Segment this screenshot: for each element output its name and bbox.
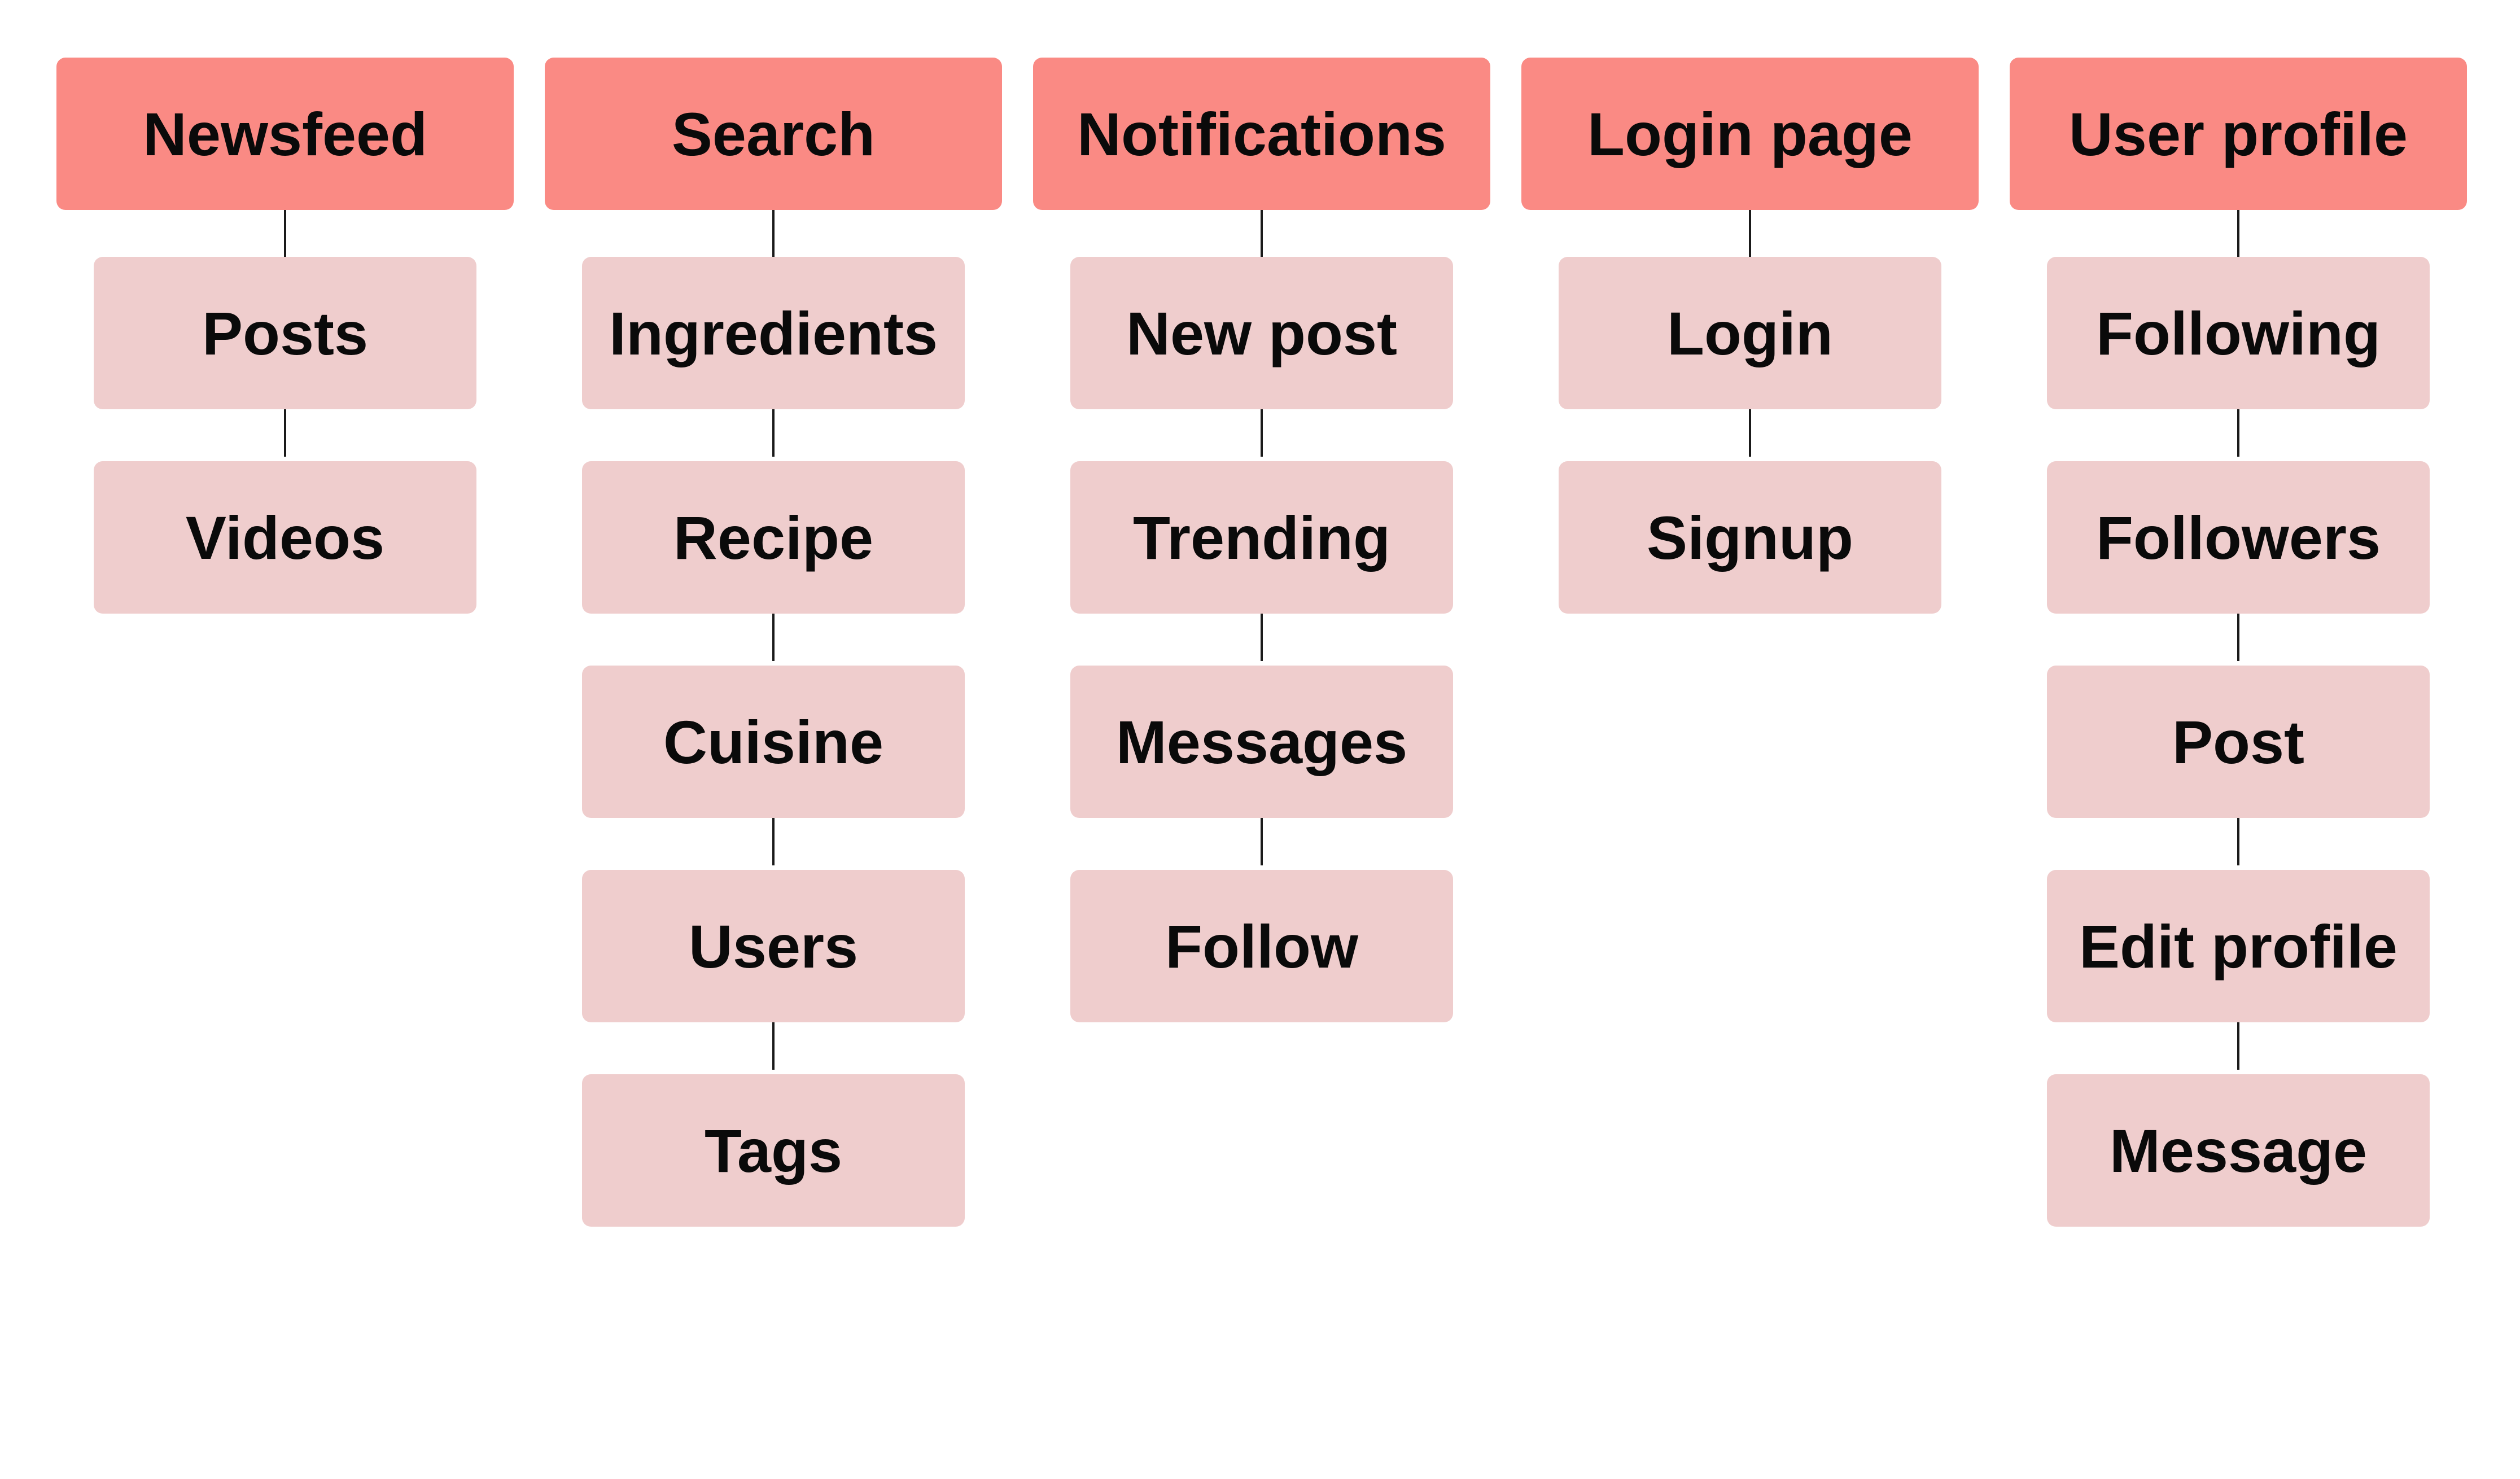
child-node-videos: Videos bbox=[94, 461, 476, 614]
connector-line bbox=[772, 409, 775, 457]
connector-line bbox=[2237, 1022, 2239, 1070]
connector-line bbox=[2237, 210, 2239, 257]
child-node-cuisine: Cuisine bbox=[582, 666, 965, 818]
connector-line bbox=[772, 210, 775, 257]
child-node-post: Post bbox=[2047, 666, 2430, 818]
child-node-follow: Follow bbox=[1070, 870, 1453, 1022]
header-node-search: Search bbox=[545, 58, 1002, 210]
column-notifications: Notifications New post Trending Messages… bbox=[1033, 0, 1490, 1479]
child-node-ingredients: Ingredients bbox=[582, 257, 965, 409]
connector-line bbox=[1749, 210, 1751, 257]
child-node-posts: Posts bbox=[94, 257, 476, 409]
connector-line bbox=[772, 614, 775, 661]
child-node-following: Following bbox=[2047, 257, 2430, 409]
column-login-page: Login page Login Signup bbox=[1521, 0, 1979, 1479]
connector-line bbox=[1261, 818, 1263, 865]
connector-line bbox=[2237, 818, 2239, 865]
column-newsfeed: Newsfeed Posts Videos bbox=[56, 0, 514, 1479]
child-node-new-post: New post bbox=[1070, 257, 1453, 409]
connector-line bbox=[2237, 614, 2239, 661]
child-node-message: Message bbox=[2047, 1074, 2430, 1227]
child-node-login: Login bbox=[1559, 257, 1941, 409]
connector-line bbox=[772, 818, 775, 865]
child-node-followers: Followers bbox=[2047, 461, 2430, 614]
connector-line bbox=[284, 210, 286, 257]
connector-line bbox=[772, 1022, 775, 1070]
connector-line bbox=[1261, 210, 1263, 257]
child-node-tags: Tags bbox=[582, 1074, 965, 1227]
child-node-trending: Trending bbox=[1070, 461, 1453, 614]
child-node-users: Users bbox=[582, 870, 965, 1022]
connector-line bbox=[2237, 409, 2239, 457]
child-node-edit-profile: Edit profile bbox=[2047, 870, 2430, 1022]
header-node-login-page: Login page bbox=[1521, 58, 1979, 210]
header-node-notifications: Notifications bbox=[1033, 58, 1490, 210]
connector-line bbox=[1261, 614, 1263, 661]
header-node-user-profile: User profile bbox=[2010, 58, 2467, 210]
column-user-profile: User profile Following Followers Post Ed… bbox=[2010, 0, 2467, 1479]
connector-line bbox=[1261, 409, 1263, 457]
child-node-recipe: Recipe bbox=[582, 461, 965, 614]
connector-line bbox=[1749, 409, 1751, 457]
child-node-messages: Messages bbox=[1070, 666, 1453, 818]
connector-line bbox=[284, 409, 286, 457]
child-node-signup: Signup bbox=[1559, 461, 1941, 614]
header-node-newsfeed: Newsfeed bbox=[56, 58, 514, 210]
column-search: Search Ingredients Recipe Cuisine Users … bbox=[545, 0, 1002, 1479]
